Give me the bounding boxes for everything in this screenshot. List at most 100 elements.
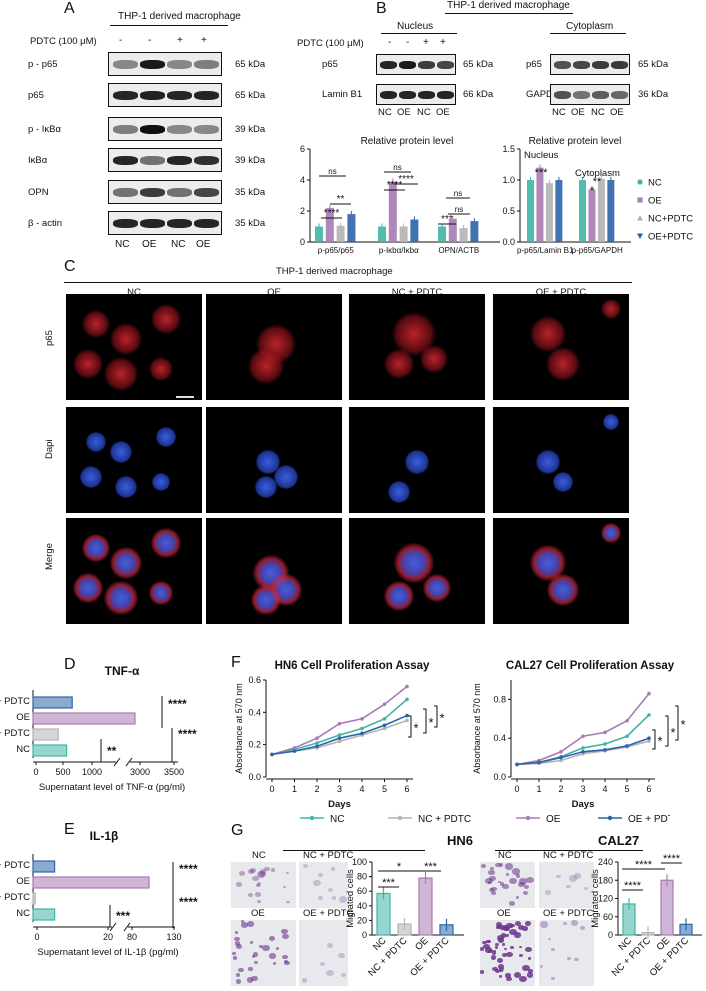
stained-cell	[568, 875, 577, 882]
stained-cell	[235, 931, 239, 934]
series-point	[559, 755, 563, 760]
if-cell	[104, 357, 138, 391]
bar	[545, 183, 553, 242]
a-pdtc-label: PDTC (100 μM)	[30, 36, 97, 47]
transwell-image	[480, 920, 535, 986]
x-tick-label: 2	[558, 784, 563, 794]
legend-f: NC NC + PDTC OE OE + PDTC	[300, 814, 670, 825]
blot-band	[380, 91, 397, 99]
x-axis-label: Supernatant level of IL-1β (pg/ml)	[37, 947, 178, 958]
bar	[410, 219, 419, 242]
stained-cell	[527, 972, 534, 978]
stained-cell	[317, 895, 324, 900]
blot-band	[194, 188, 219, 197]
if-column-label: OE	[267, 287, 281, 298]
stained-cell	[236, 944, 243, 950]
stained-cell	[491, 951, 497, 955]
blot-band	[167, 60, 192, 69]
blot-band	[167, 219, 192, 228]
y-tick-label: OE + PDTC	[0, 860, 30, 871]
bar	[32, 892, 36, 905]
stained-cell	[254, 892, 261, 898]
chart-title: Relative protein level	[529, 136, 622, 147]
b-lane-label: OE	[436, 107, 450, 118]
series-point	[382, 702, 387, 707]
bar	[555, 180, 563, 242]
significance-bracket	[665, 715, 669, 747]
blot-b-strip	[376, 54, 456, 75]
bar	[376, 892, 391, 936]
if-image	[206, 518, 342, 624]
x-tick-label: 3	[580, 784, 585, 794]
legend-marker	[525, 815, 531, 821]
series-point	[337, 721, 342, 726]
stained-cell	[494, 945, 499, 949]
stained-cell	[338, 896, 347, 903]
if-image	[206, 407, 342, 513]
series-point	[337, 733, 342, 737]
bar	[448, 218, 457, 242]
b-lane-label: OE	[397, 107, 411, 118]
if-image	[493, 518, 629, 624]
stained-cell	[248, 967, 253, 971]
axis-break	[125, 757, 133, 767]
if-row-label: Merge	[44, 543, 55, 570]
blot-b-protein-label: p65	[322, 59, 338, 70]
stained-cell	[330, 867, 336, 871]
x-tick-label: 2	[314, 784, 319, 794]
a-header: THP-1 derived macrophage	[118, 11, 241, 22]
blot-a-protein-label: p - IκBα	[28, 124, 61, 135]
b-pdtc-label: PDTC (100 μM)	[297, 38, 364, 49]
blot-band	[167, 91, 192, 100]
stained-cell	[501, 942, 506, 946]
x-tick-label: p-p65/Lamin B1	[517, 246, 574, 255]
legend-label: NC+PDTC	[648, 214, 693, 225]
series-point	[405, 684, 409, 689]
significance-label: ns	[328, 167, 336, 176]
if-cell	[405, 450, 429, 474]
b-lane-label: NC	[417, 107, 431, 118]
bar	[588, 189, 596, 242]
y-axis-label: Absorbance at 570 nm	[234, 683, 244, 774]
blot-a-protein-label: IκBα	[28, 155, 48, 166]
chart-title: IL-1β	[90, 829, 119, 843]
g-label: OE	[251, 908, 265, 919]
scale-bar	[176, 396, 194, 398]
stained-cell	[518, 882, 526, 888]
blot-b-protein-label: Lamin B1	[322, 89, 363, 100]
if-image	[493, 407, 629, 513]
blot-band	[611, 61, 628, 69]
stained-cell	[526, 877, 534, 884]
y-axis-label: Migrated cells	[590, 869, 601, 928]
series-point	[337, 736, 342, 740]
if-cell	[420, 345, 448, 373]
if-image	[66, 518, 202, 624]
significance-label: ns	[454, 189, 462, 198]
x-tick-label: 0	[34, 932, 39, 942]
stained-cell	[268, 953, 276, 959]
stained-cell	[547, 937, 552, 941]
blot-a-kda-label: 39 kDa	[235, 155, 266, 166]
stained-cell	[509, 877, 517, 884]
stained-cell	[255, 884, 260, 888]
stained-cell	[515, 896, 520, 899]
g-label: NC	[498, 850, 512, 861]
if-image	[349, 294, 485, 400]
bar	[315, 226, 323, 242]
transwell-image	[231, 862, 296, 908]
y-tick-label: 0.0	[493, 772, 506, 782]
y-tick-label: 60	[603, 912, 613, 922]
legend-marker	[607, 815, 613, 821]
stained-cell	[235, 972, 241, 977]
legend-marker	[637, 179, 643, 185]
g-hn6-title: HN6	[447, 833, 474, 848]
stained-cell	[275, 947, 279, 950]
series-line	[516, 714, 650, 766]
chart-title: Relative protein level	[361, 136, 454, 147]
if-cell	[149, 357, 173, 381]
x-tick-label: 5	[624, 784, 629, 794]
stained-cell	[246, 977, 254, 983]
if-cell	[536, 450, 560, 474]
y-tick-label: 4	[300, 175, 305, 185]
stained-cell	[498, 937, 505, 943]
